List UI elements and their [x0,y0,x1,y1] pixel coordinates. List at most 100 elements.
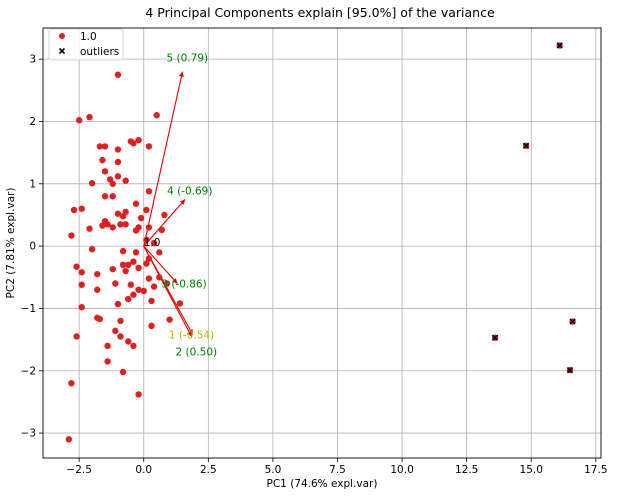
data-point [104,221,111,228]
data-point [135,224,142,231]
data-point [94,270,101,278]
legend-marker-series-1 [59,33,65,39]
data-point [130,258,137,265]
x-tick-label: 0.0 [135,464,152,476]
outlier-point [556,42,563,49]
data-point [135,136,142,144]
y-tick-label: 3 [29,54,36,66]
data-point [122,221,129,228]
data-point [117,333,124,340]
data-point [96,143,104,150]
y-tick-label: 0 [29,241,36,253]
x-tick-label: 17.5 [584,464,607,476]
loading-arrowhead [186,330,192,337]
data-point [122,267,129,275]
data-point [68,380,75,387]
chart-title: 4 Principal Components explain [95.0%] o… [145,5,495,20]
data-point [163,280,171,287]
data-point [125,338,132,345]
data-point [68,232,75,239]
data-point [114,300,122,308]
y-tick-label: −1 [21,303,36,315]
data-point [104,342,111,350]
loading-label: 1 (-0.54) [169,330,214,342]
data-point [145,275,153,282]
data-point [86,113,93,121]
x-tick-label: 12.5 [455,464,478,476]
data-point [143,260,150,267]
data-point [143,206,150,214]
data-point [117,221,124,228]
grid [43,28,601,458]
data-point [122,208,129,216]
data-point [101,193,109,200]
legend-box [48,28,124,61]
data-point [145,255,153,262]
data-point [117,317,124,325]
data-point [104,358,111,365]
data-point [137,214,145,222]
data-points [65,42,576,443]
y-axis-ticks: −3 −2 −1 0 1 2 3 [21,54,43,440]
legend-label-series-1: 1.0 [80,31,97,43]
data-point [150,283,158,290]
outlier-point [522,142,530,149]
data-point [119,247,127,255]
data-point [94,286,101,293]
loading-label: 4 (-0.69) [167,185,212,197]
loading-arrowhead [172,278,178,284]
loading-arrow [143,71,184,247]
data-point [130,140,137,147]
data-point [73,333,80,340]
y-tick-label: 1 [29,178,36,190]
data-point [112,327,119,335]
data-point [109,193,116,200]
data-point [125,261,132,269]
loading-arrows [143,71,194,337]
x-tick-label: 7.5 [329,464,346,476]
data-point [73,263,80,270]
plot-frame [42,27,602,459]
outlier-point [569,318,576,325]
x-tick-label: −2.5 [66,464,92,476]
data-point [101,143,109,150]
data-point [135,286,142,293]
loading-arrowhead [178,71,184,78]
x-axis-ticks: −2.5 0.0 2.5 5.0 7.5 10.0 12.5 15.0 17.5 [66,458,608,476]
data-point [88,179,96,187]
data-point [78,281,85,288]
data-point [150,239,158,247]
data-point [114,158,122,166]
data-point [125,295,132,303]
x-tick-label: 10.0 [390,464,413,476]
data-point [166,316,173,323]
outlier-point [566,366,574,374]
data-point [148,297,155,305]
data-point [135,391,142,398]
data-point [145,224,153,231]
outlier-point [491,334,499,341]
loading-labels: 5 (0.79) 4 (-0.69) 3 (-0.86) 1 (-0.54) 2 (0.… [144,53,217,359]
y-axis-label: PC2 (7.81% expl.var) [5,188,17,299]
data-point [96,315,104,323]
data-point [122,177,129,184]
data-point [70,206,78,214]
data-point [109,224,116,231]
data-point [132,200,140,207]
data-point [78,205,85,212]
loading-arrowhead [179,199,186,205]
data-point [101,168,109,175]
x-tick-label: 2.5 [200,464,217,476]
data-point [78,303,85,311]
loading-label: 3 (-0.86) [161,279,206,291]
x-axis-label: PC1 (74.6% expl.var) [267,478,378,490]
loading-arrow [143,245,178,284]
loading-label: 5 (0.79) [167,53,209,65]
data-point [156,274,163,281]
data-point [75,117,83,124]
data-point [65,436,73,443]
data-point [114,146,122,153]
data-point [78,269,85,276]
data-point [114,71,122,78]
